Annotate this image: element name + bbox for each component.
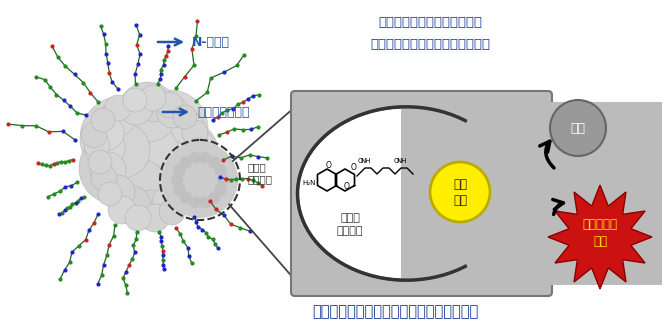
Circle shape xyxy=(91,165,117,191)
Circle shape xyxy=(183,172,209,198)
Circle shape xyxy=(550,100,606,156)
Text: O: O xyxy=(326,161,332,170)
Circle shape xyxy=(208,156,220,168)
Text: 疏水性
ポケット: 疏水性 ポケット xyxy=(248,162,273,184)
Circle shape xyxy=(173,105,197,129)
Circle shape xyxy=(189,152,201,164)
Circle shape xyxy=(182,120,208,146)
Circle shape xyxy=(90,116,124,150)
Text: 金属
触媒: 金属 触媒 xyxy=(453,178,467,206)
Circle shape xyxy=(84,132,110,158)
Bar xyxy=(526,99,548,288)
Circle shape xyxy=(119,91,153,125)
Circle shape xyxy=(125,205,151,231)
Circle shape xyxy=(171,111,205,145)
Text: 特定の臓器やがんに選択的に移行: 特定の臓器やがんに選択的に移行 xyxy=(370,38,490,50)
Circle shape xyxy=(132,90,208,166)
Text: 「糖鎖パターン認識」により: 「糖鎖パターン認識」により xyxy=(378,15,482,28)
Circle shape xyxy=(177,129,215,167)
Circle shape xyxy=(180,192,192,204)
FancyBboxPatch shape xyxy=(291,91,552,296)
Text: NH: NH xyxy=(360,158,371,164)
Circle shape xyxy=(172,174,183,186)
Text: 抗がん活性
物質: 抗がん活性 物質 xyxy=(582,218,618,248)
Circle shape xyxy=(140,85,166,111)
Circle shape xyxy=(159,199,185,225)
Circle shape xyxy=(199,196,211,208)
Circle shape xyxy=(208,192,220,204)
Circle shape xyxy=(214,164,226,176)
Circle shape xyxy=(132,190,172,230)
Circle shape xyxy=(81,122,107,148)
Circle shape xyxy=(169,173,203,207)
Text: O: O xyxy=(393,158,399,164)
Circle shape xyxy=(147,119,219,191)
Circle shape xyxy=(105,95,131,121)
Circle shape xyxy=(174,184,186,196)
Circle shape xyxy=(141,204,169,232)
Circle shape xyxy=(101,175,135,209)
Circle shape xyxy=(79,132,151,204)
Circle shape xyxy=(86,96,210,220)
Circle shape xyxy=(157,96,189,128)
Circle shape xyxy=(98,182,122,206)
Text: N-型糖鎖: N-型糖鎖 xyxy=(192,36,230,48)
Circle shape xyxy=(199,152,211,164)
Circle shape xyxy=(105,159,171,225)
Circle shape xyxy=(123,88,147,112)
Text: O: O xyxy=(351,163,357,172)
Circle shape xyxy=(174,164,186,176)
Circle shape xyxy=(180,156,192,168)
Circle shape xyxy=(187,155,213,181)
Circle shape xyxy=(162,142,238,218)
Circle shape xyxy=(85,128,125,168)
Ellipse shape xyxy=(297,107,515,280)
Circle shape xyxy=(176,152,212,188)
Circle shape xyxy=(90,152,126,188)
Text: H₂N: H₂N xyxy=(303,180,316,186)
Circle shape xyxy=(128,138,208,218)
Circle shape xyxy=(91,108,115,132)
Polygon shape xyxy=(548,185,652,289)
Circle shape xyxy=(187,138,211,162)
Circle shape xyxy=(174,188,198,212)
Circle shape xyxy=(430,162,490,222)
Bar xyxy=(401,102,662,285)
Circle shape xyxy=(100,100,136,136)
Text: 血清アルブミン: 血清アルブミン xyxy=(197,106,249,118)
Circle shape xyxy=(214,184,226,196)
Circle shape xyxy=(118,82,178,142)
Circle shape xyxy=(108,196,136,224)
Circle shape xyxy=(80,96,164,180)
Circle shape xyxy=(113,186,151,224)
Text: 遷移金属触媒が生体内環境で安定化される: 遷移金属触媒が生体内環境で安定化される xyxy=(312,304,478,319)
Circle shape xyxy=(152,185,188,221)
Text: NH: NH xyxy=(397,158,407,164)
Text: O: O xyxy=(357,158,362,164)
Circle shape xyxy=(138,88,172,122)
Text: O: O xyxy=(344,182,350,191)
Circle shape xyxy=(88,150,112,174)
Circle shape xyxy=(217,174,228,186)
Circle shape xyxy=(94,122,150,178)
Text: 原料: 原料 xyxy=(570,122,586,134)
Text: 疏水性
リガンド: 疏水性 リガンド xyxy=(337,213,363,236)
Circle shape xyxy=(157,92,183,118)
Circle shape xyxy=(189,196,201,208)
